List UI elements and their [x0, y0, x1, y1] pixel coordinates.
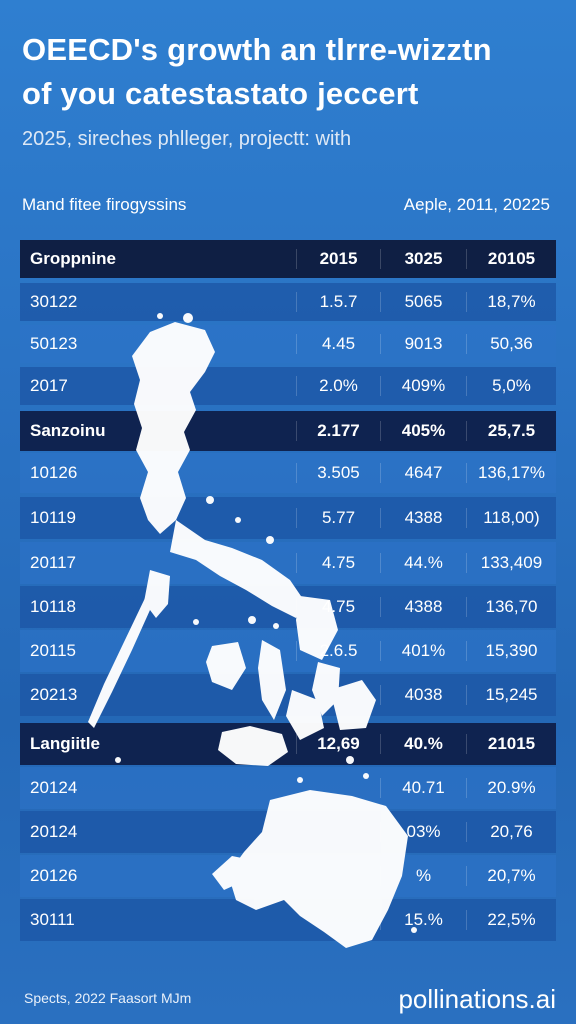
row-value: 136,70 — [466, 597, 556, 617]
row-value: 2.177 — [296, 421, 380, 441]
row-value: 4388 — [380, 597, 466, 617]
row-label: 20124 — [30, 778, 78, 797]
row-value: 136,17% — [466, 463, 556, 483]
row-value: 44.% — [380, 553, 466, 573]
row-value: 4.75 — [296, 597, 380, 617]
row-value: 15,390 — [466, 641, 556, 661]
chart-title: OEECD's growth an tlrre-wizztn of you ca… — [22, 28, 562, 116]
legend-left-label: Mand fitee firogyssins — [22, 195, 187, 214]
row-label: 20115 — [30, 641, 77, 660]
row-label: 10119 — [30, 508, 77, 527]
row-value: 25,7.5 — [466, 421, 556, 441]
row-value: 409% — [380, 376, 466, 396]
row-value: 4647 — [380, 463, 466, 483]
row-label: 2017 — [30, 376, 68, 395]
row-label: 30122 — [30, 292, 78, 311]
row-value: 21015 — [466, 734, 556, 754]
row-value: % — [380, 866, 466, 886]
row-value: 03% — [380, 822, 466, 842]
row-value: 118,00) — [466, 508, 556, 528]
table-row: 20124 40.71 20.9% — [20, 767, 556, 809]
table-row: 20213 4038 15,245 — [20, 674, 556, 716]
brand-watermark: pollinations.ai — [398, 984, 556, 1014]
row-value: 5.77 — [296, 508, 380, 528]
row-value: 15,245 — [466, 685, 556, 705]
row-value: 4388 — [380, 508, 466, 528]
table-row: 10118 4.75 4388 136,70 — [20, 586, 556, 628]
column-header-label: Groppnine — [30, 249, 116, 268]
table-row: 30111 15.% 22,5% — [20, 899, 556, 941]
row-label: Langiitle — [30, 734, 100, 753]
row-value: 40.71 — [380, 778, 466, 798]
row-value: 12,69 — [296, 734, 380, 754]
table-header-row: Groppnine 2015 3025 20105 — [20, 240, 556, 278]
row-value: 5,0% — [466, 376, 556, 396]
row-value: 133,409 — [466, 553, 556, 573]
column-header-year: 2015 — [296, 249, 380, 269]
row-label: 50123 — [30, 334, 78, 353]
column-header-year: 20105 — [466, 249, 556, 269]
row-label: 20126 — [30, 866, 78, 885]
row-value: 1.5.7 — [296, 292, 380, 312]
table-row: 20115 2.6.5 401% 15,390 — [20, 630, 556, 672]
table-row: 20124 03% 20,76 — [20, 811, 556, 853]
row-value: 20,7% — [466, 866, 556, 886]
row-value: 50,36 — [466, 334, 556, 354]
row-value: 5065 — [380, 292, 466, 312]
row-label: 10118 — [30, 597, 77, 616]
row-value: 18,7% — [466, 292, 556, 312]
source-note: Spects, 2022 Faasort MJm — [24, 990, 192, 1006]
row-label: Sanzoinu — [30, 421, 106, 440]
row-label: 10126 — [30, 463, 78, 482]
row-value: 2.0% — [296, 376, 380, 396]
table-row: 20126% 20,7% — [20, 855, 556, 897]
row-value: 405% — [380, 421, 466, 441]
row-value: 20,76 — [466, 822, 556, 842]
column-header-year: 3025 — [380, 249, 466, 269]
table-row: 10126 3.505 4647 136,17% — [20, 453, 556, 493]
table-row: 2017 2.0% 409% 5,0% — [20, 367, 556, 405]
row-value: 22,5% — [466, 910, 556, 930]
row-value: 3.505 — [296, 463, 380, 483]
table-section-row: Sanzoinu 2.177 405% 25,7.5 — [20, 411, 556, 451]
table-section-row: Langiitle 12,69 40.% 21015 — [20, 723, 556, 765]
title-line-2: of you catestastato jeccert — [22, 76, 419, 111]
row-label: 20124 — [30, 822, 78, 841]
row-label: 20117 — [30, 553, 77, 572]
row-value: 4038 — [380, 685, 466, 705]
legend-right-label: Aeple, 2011, 20225 — [403, 195, 550, 214]
row-value: 4.75 — [296, 553, 380, 573]
table-row: 50123 4.45 9013 50,36 — [20, 325, 556, 363]
row-value: 40.% — [380, 734, 466, 754]
chart-subtitle: 2025, sireches phlleger, projectt: with — [22, 128, 352, 150]
table-row: 20117 4.75 44.% 133,409 — [20, 542, 556, 584]
row-value: 401% — [380, 641, 466, 661]
row-value: 15.% — [380, 910, 466, 930]
row-value: 9013 — [380, 334, 466, 354]
row-value: 20.9% — [466, 778, 556, 798]
table-row: 10119 5.77 4388 118,00) — [20, 497, 556, 539]
row-value: 4.45 — [296, 334, 380, 354]
title-line-1: OEECD's growth an tlrre-wizztn — [22, 32, 492, 67]
row-label: 30111 — [30, 910, 75, 929]
row-value: 2.6.5 — [296, 641, 380, 661]
row-label: 20213 — [30, 685, 78, 704]
table-row: 30122 1.5.7 5065 18,7% — [20, 283, 556, 321]
